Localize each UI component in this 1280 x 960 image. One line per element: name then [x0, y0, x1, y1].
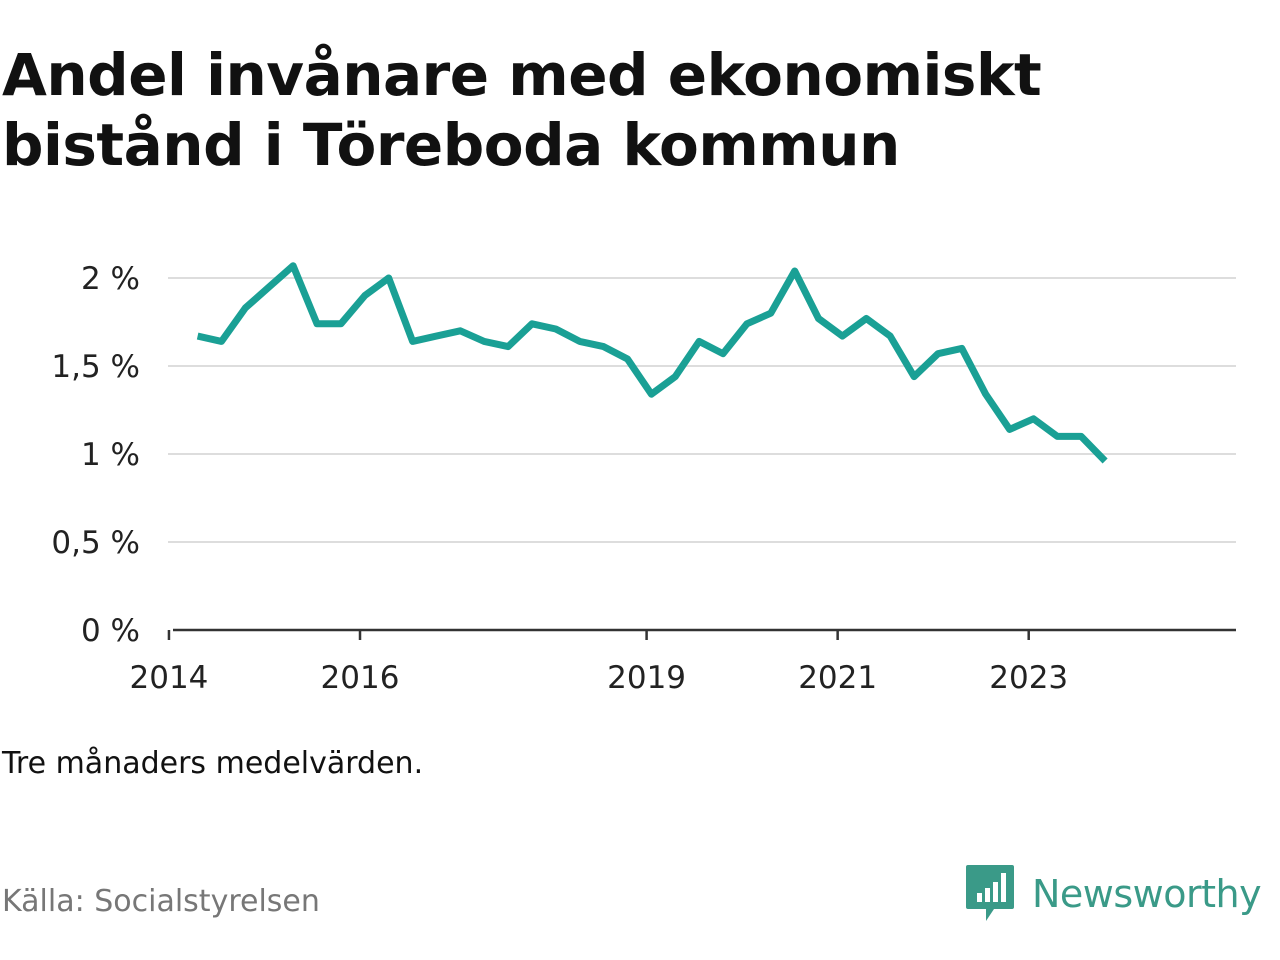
title-line-2: bistånd i Töreboda kommun: [2, 111, 900, 179]
x-axis-ticks: 2014 2016 2019 2021 2023: [130, 630, 1068, 696]
y-tick-label: 0,5 %: [51, 525, 140, 561]
chart-title: Andel invånare med ekonomiskt bistånd i …: [2, 40, 1262, 180]
source-text: Källa: Socialstyrelsen: [2, 884, 320, 919]
y-tick-label: 1 %: [81, 437, 140, 473]
y-tick-label: 2 %: [81, 261, 140, 297]
y-tick-label: 1,5 %: [51, 349, 140, 385]
x-tick-label: 2023: [989, 660, 1068, 696]
line-chart: 0 % 0,5 % 1 % 1,5 % 2 % 2014 2016 2019 2021 2023: [51, 261, 1236, 696]
brand-name: Newsworthy: [1032, 872, 1262, 916]
x-tick-label: 2014: [130, 660, 209, 696]
gridlines: [168, 277, 1236, 543]
x-tick-label: 2016: [321, 660, 400, 696]
title-line-1: Andel invånare med ekonomiskt: [2, 41, 1042, 109]
brand-logo: Newsworthy: [964, 862, 1262, 926]
newsworthy-logo-icon: [966, 865, 1014, 921]
y-tick-label: 0 %: [81, 613, 140, 649]
chart-note: Tre månaders medelvärden.: [2, 746, 424, 781]
x-tick-label: 2021: [798, 660, 877, 696]
x-tick-label: 2019: [607, 660, 686, 696]
series-line: [196, 262, 1108, 464]
y-axis-labels: 0 % 0,5 % 1 % 1,5 % 2 %: [51, 261, 140, 649]
